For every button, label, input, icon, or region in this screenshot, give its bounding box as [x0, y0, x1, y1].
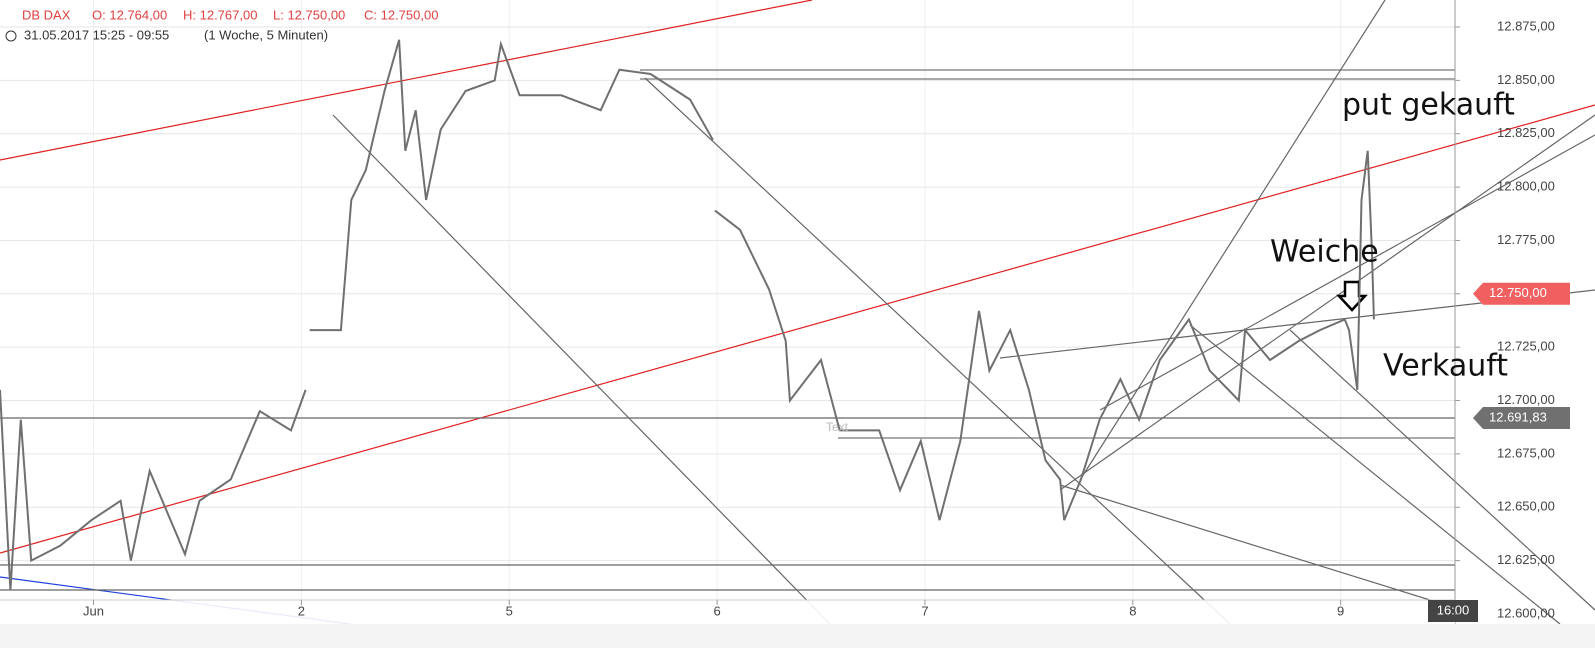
annotation: Weiche [1270, 235, 1379, 270]
y-tick-label: 12.625,00 [1497, 552, 1555, 567]
x-tick-label: 9 [1337, 603, 1344, 618]
x-tick-label: 2 [298, 603, 305, 618]
trend-channel [0, 0, 813, 161]
y-tick-label: 12.800,00 [1497, 179, 1555, 194]
y-tick-label: 12.850,00 [1497, 72, 1555, 87]
price-tag-box [1473, 282, 1570, 305]
footer-band [0, 624, 1595, 648]
trend-line [1059, 484, 1431, 601]
x-tick-label: 8 [1129, 603, 1136, 618]
trend-line [332, 114, 831, 625]
open: O: 12.764,00 [92, 7, 167, 22]
y-tick-label: 12.600,00 [1497, 605, 1555, 620]
time-tag-box [1428, 600, 1478, 622]
y-tick-label: 12.875,00 [1497, 18, 1555, 33]
clock-icon [5, 30, 17, 42]
y-tick-label: 12.650,00 [1497, 499, 1555, 514]
y-tick-label: 12.775,00 [1497, 232, 1555, 247]
trend-line [1189, 324, 1561, 625]
time-tag: 16:00 [1428, 600, 1478, 622]
x-tick-label: 5 [506, 603, 513, 618]
time-tag-label: 16:00 [1437, 602, 1470, 617]
date-range: 31.05.2017 15:25 - 09:55 [24, 27, 169, 42]
trend-line [644, 77, 1231, 625]
annotation: Verkauft [1383, 349, 1508, 384]
trend-line [1099, 134, 1595, 411]
price-line [0, 39, 1375, 591]
symbol: DB DAX [22, 7, 71, 22]
x-axis-band [0, 600, 1455, 624]
y-tick-label: 12.725,00 [1497, 339, 1555, 354]
high: H: 12.767,00 [183, 7, 257, 22]
annotation: put gekauft [1342, 88, 1515, 123]
plot [0, 39, 1375, 591]
trend-line [1289, 329, 1595, 611]
header: DB DAX O: 12.764,00 H: 12.767,00 L: 12.7… [5, 7, 438, 42]
y-tick-label: 12.675,00 [1497, 445, 1555, 460]
x-tick-label: Jun [83, 603, 104, 618]
x-tick-label: 6 [713, 603, 720, 618]
annotation: Text [826, 420, 849, 434]
price-tag-box [1473, 406, 1570, 429]
grid [0, 0, 1455, 615]
price-tag-label: 12.750,00 [1489, 285, 1547, 300]
low: L: 12.750,00 [273, 7, 345, 22]
x-tick-label: 7 [921, 603, 928, 618]
price-tag-label: 12.691,83 [1489, 409, 1547, 424]
y-tick-label: 12.825,00 [1497, 125, 1555, 140]
trend-line [1059, 114, 1595, 491]
y-tick-label: 12.700,00 [1497, 392, 1555, 407]
close: C: 12.750,00 [364, 7, 438, 22]
trend-channel [0, 104, 1595, 554]
period: (1 Woche, 5 Minuten) [204, 27, 328, 42]
